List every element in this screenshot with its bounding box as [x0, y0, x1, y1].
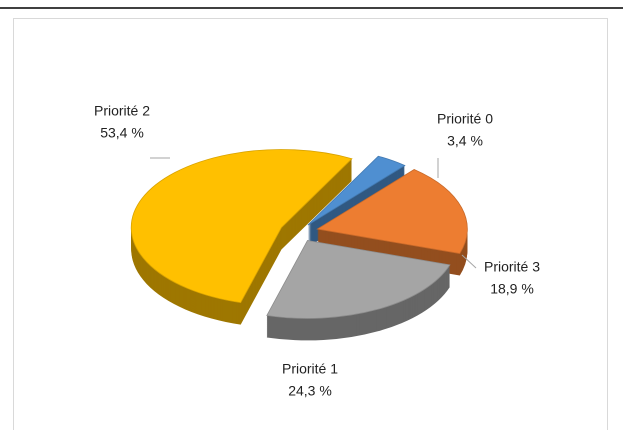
slice-label: Priorité 1 [282, 361, 338, 377]
slice [316, 169, 468, 254]
leader-line [461, 254, 477, 269]
slice-label: Priorité 2 [94, 103, 150, 119]
slice-label: Priorité 0 [437, 111, 493, 127]
slice-label: Priorité 3 [484, 259, 540, 275]
slice [130, 149, 353, 304]
slice [266, 240, 451, 319]
slice-value-label: 18,9 % [490, 281, 534, 297]
slice-value-label: 24,3 % [288, 383, 332, 399]
slice-value-label: 3,4 % [447, 133, 483, 149]
slice-value-label: 53,4 % [100, 125, 144, 141]
slice [307, 155, 406, 226]
